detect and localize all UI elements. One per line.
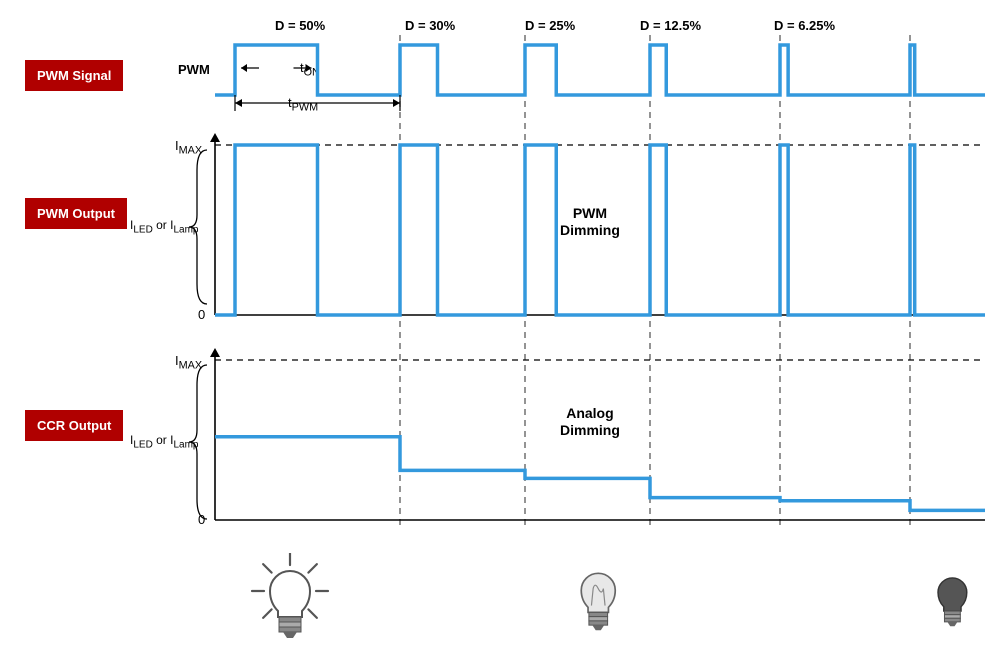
bulb-bright-icon [245,553,335,653]
bulb-dark-icon [920,565,975,645]
bulb-mid-icon [560,558,630,648]
timing-diagram [0,0,999,560]
